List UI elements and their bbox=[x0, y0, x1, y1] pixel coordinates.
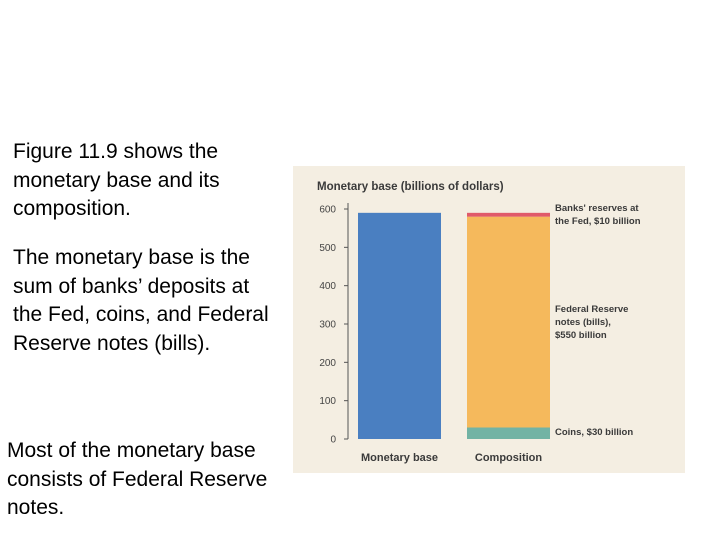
paragraph-figure-intro: Figure 11.9 shows the monetary base and … bbox=[13, 140, 220, 220]
bar-segment-federal-reserve-notes bbox=[467, 216, 550, 428]
y-tick-label: 0 bbox=[330, 435, 336, 446]
y-tick-label: 300 bbox=[319, 320, 336, 331]
x-label-monetary-base: Monetary base bbox=[361, 452, 438, 464]
y-axis: 0 100 200 300 400 500 600 bbox=[319, 203, 349, 446]
y-tick-label: 100 bbox=[319, 396, 336, 407]
segment-label-coins: Coins, $30 billion bbox=[555, 427, 633, 438]
chart-svg: Monetary base (billions of dollars) 0 100… bbox=[317, 181, 641, 464]
y-tick-label: 500 bbox=[319, 243, 336, 254]
paragraph-notes-conclusion: Most of the monetary base consists of Fe… bbox=[7, 439, 268, 519]
y-tick-label: 200 bbox=[319, 358, 336, 369]
bars bbox=[358, 212, 550, 439]
segment-label-federal-reserve-notes: Federal Reserve notes (bills), $550 billio… bbox=[555, 304, 628, 341]
y-tick-label: 400 bbox=[319, 281, 336, 292]
segment-labels: Coins, $30 billion Federal Reserve notes (… bbox=[555, 203, 641, 438]
segment-label-banks-reserves-at-the-fed: Banks' reserves at the Fed, $10 billion bbox=[555, 203, 641, 227]
bar-segment-banks-reserves-at-the-fed bbox=[467, 212, 550, 217]
x-axis-labels: Monetary base Composition bbox=[361, 452, 542, 464]
x-label-composition: Composition bbox=[475, 452, 542, 464]
monetary-base-chart: Monetary base (billions of dollars) 0 100… bbox=[293, 166, 685, 473]
y-tick-label: 600 bbox=[319, 205, 336, 216]
chart-title: Monetary base (billions of dollars) bbox=[317, 181, 504, 193]
paragraph-monetary-base-definition: The monetary base is the sum of banks’ d… bbox=[13, 246, 269, 355]
bar-segment-coins bbox=[467, 427, 550, 439]
bar-monetary-base bbox=[358, 212, 441, 439]
